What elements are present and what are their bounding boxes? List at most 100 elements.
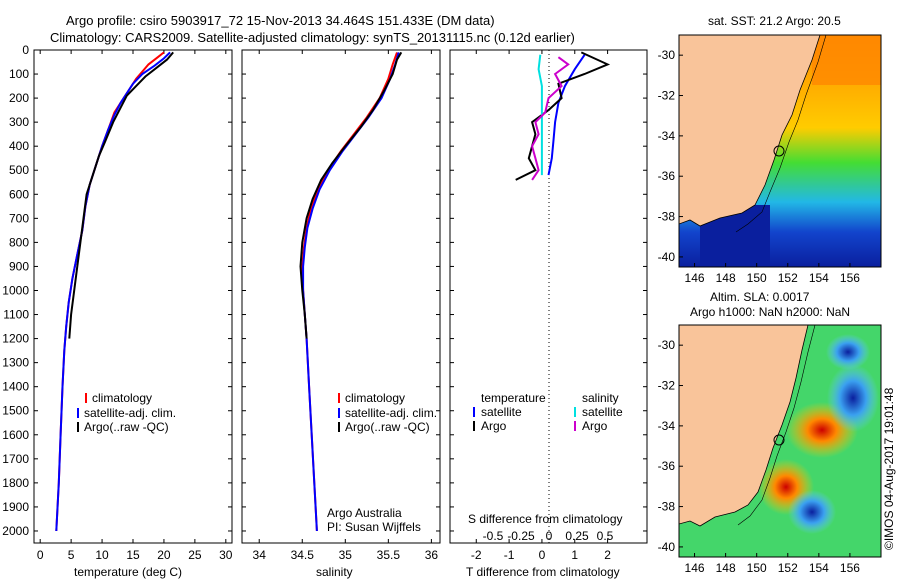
y-tick-label: 1800 xyxy=(2,476,29,490)
attribution-line-2: PI: Susan Wijffels xyxy=(327,520,421,534)
map-y-tick-label: -40 xyxy=(658,250,676,264)
y-tick-label: 1500 xyxy=(2,404,29,418)
salinity-depth-ticks xyxy=(242,49,440,532)
salinity-axes-frame xyxy=(241,49,441,544)
legend-sal-argo: Argo xyxy=(582,419,608,433)
sst-map-title: sat. SST: 21.2 Argo: 20.5 xyxy=(708,14,841,28)
map-x-tick-label: 156 xyxy=(840,271,860,285)
y-tick-label: 100 xyxy=(9,67,29,81)
x-tick-label: 0 xyxy=(539,548,546,562)
title-line-2: Climatology: CARS2009. Satellite-adjuste… xyxy=(50,30,575,45)
x-tick-label: 35.5 xyxy=(377,548,401,562)
s-tick-label: 0.5 xyxy=(597,529,614,543)
series-line-2 xyxy=(68,51,174,339)
y-tick-label: 1400 xyxy=(2,380,29,394)
legend-temp-argo: Argo xyxy=(481,419,507,433)
map-x-tick-label: 152 xyxy=(778,561,798,575)
map-y-tick-label: -34 xyxy=(658,129,676,143)
difference-x-axis: -2 -1 0 1 2 xyxy=(471,50,611,562)
legend-temperature-title: temperature xyxy=(481,391,546,405)
x-tick-label: -2 xyxy=(471,548,482,562)
sla-low-east xyxy=(827,364,879,432)
sla-argo-marker xyxy=(773,434,785,446)
x-tick-label: 1 xyxy=(571,548,578,562)
series-line-0 xyxy=(547,54,586,176)
difference-panel: -2 -1 0 1 2 temperature satellite Argo salin… xyxy=(449,49,648,579)
legend-argo: Argo(..raw -QC) xyxy=(84,420,169,434)
series-line-2 xyxy=(537,54,543,176)
temperature-legend: climatology satellite-adj. clim. Argo(..… xyxy=(77,391,176,434)
temperature-x-axis: 0 5 10 15 20 25 30 xyxy=(37,50,233,562)
y-tick-label: 600 xyxy=(9,187,29,201)
temperature-panel: 0100200300400500600700800900100011001200… xyxy=(2,43,233,579)
map-x-tick-label: 148 xyxy=(716,561,736,575)
difference-axes-frame xyxy=(449,49,648,544)
legend-satellite-adj: satellite-adj. clim. xyxy=(345,406,437,420)
map-y-tick-label: -36 xyxy=(658,169,676,183)
salinity-panel: 34 34.5 35 35.5 36 climatology satellite-adj… xyxy=(241,49,441,579)
s-difference-label: S difference from climatology xyxy=(468,512,623,526)
map-x-tick-label: 148 xyxy=(716,271,736,285)
sst-argo-marker xyxy=(773,145,785,157)
salinity-xlabel: salinity xyxy=(316,565,353,579)
legend-sal-satellite: satellite xyxy=(582,405,623,419)
map-x-tick-label: 150 xyxy=(747,561,767,575)
x-tick-label: 15 xyxy=(126,548,140,562)
sst-map-axes: 146 148 150 152 154 156 -30 -32 -34 -36 -38 -40 xyxy=(658,48,861,285)
salinity-legend: climatology satellite-adj. clim. Argo(..… xyxy=(338,391,437,434)
x-tick-label: 36 xyxy=(425,548,439,562)
x-tick-label: 25 xyxy=(188,548,202,562)
map-x-tick-label: 154 xyxy=(809,561,829,575)
map-x-tick-label: 156 xyxy=(840,561,860,575)
t-difference-label: T difference from climatology xyxy=(466,565,620,579)
x-tick-label: 34.5 xyxy=(291,548,315,562)
y-tick-label: 700 xyxy=(9,211,29,225)
map-y-tick-label: -32 xyxy=(658,379,676,393)
map-y-tick-label: -34 xyxy=(658,419,676,433)
map-x-tick-label: 152 xyxy=(778,271,798,285)
sla-map-subtitle: Argo h1000: NaN h2000: NaN xyxy=(690,305,850,319)
s-tick-label: -0.5 xyxy=(483,529,504,543)
map-y-tick-label: -38 xyxy=(658,500,676,514)
temperature-xlabel: temperature (deg C) xyxy=(74,565,182,579)
temperature-profiles xyxy=(55,51,174,532)
sst-map-panel: sat. SST: 21.2 Argo: 20.5 146 148 150 152 15… xyxy=(658,14,882,285)
legend-temp-satellite: satellite xyxy=(481,405,522,419)
y-tick-label: 500 xyxy=(9,163,29,177)
x-tick-label: 35 xyxy=(339,548,353,562)
y-tick-label: 1700 xyxy=(2,452,29,466)
map-x-tick-label: 150 xyxy=(747,271,767,285)
sst-shelf-contour xyxy=(735,35,827,233)
legend-satellite-adj: satellite-adj. clim. xyxy=(84,406,176,420)
series-line-3 xyxy=(531,56,570,181)
x-tick-label: -1 xyxy=(504,548,515,562)
s-difference-ticks: -0.5 -0.25 0 0.25 0.5 xyxy=(483,529,614,543)
sla-low-south xyxy=(788,490,836,534)
sla-land xyxy=(679,325,809,527)
sst-map-frame xyxy=(678,34,882,268)
x-tick-label: 20 xyxy=(157,548,171,562)
imos-watermark: ©IMOS 04-Aug-2017 19:01:48 xyxy=(882,387,896,550)
depth-axis: 0 100 200 300 400 500 600 700 800 900 1000 1100 1200… xyxy=(2,43,232,538)
legend-argo: Argo(..raw -QC) xyxy=(345,420,430,434)
legend-climatology: climatology xyxy=(92,391,152,405)
y-tick-label: 2000 xyxy=(2,524,29,538)
sla-map-panel: Altim. SLA: 0.0017 Argo h1000: NaN h2000… xyxy=(658,290,882,575)
series-line-1 xyxy=(302,52,400,532)
temperature-axes-frame xyxy=(33,49,233,544)
y-tick-label: 400 xyxy=(9,139,29,153)
y-tick-label: 1900 xyxy=(2,500,29,514)
sla-map-axes: 146 148 150 152 154 156 -30 -32 -34 -36 -38 -40 xyxy=(658,338,861,575)
salinity-profiles xyxy=(299,51,403,532)
s-tick-label: -0.25 xyxy=(507,529,535,543)
sla-map-image xyxy=(679,325,881,557)
sst-warm-patch xyxy=(812,35,881,85)
difference-depth-ticks xyxy=(450,49,647,532)
y-tick-label: 900 xyxy=(9,259,29,273)
y-tick-label: 0 xyxy=(22,43,29,57)
sst-map-image xyxy=(679,35,881,267)
attribution-line-1: Argo Australia xyxy=(327,506,402,520)
map-x-tick-label: 146 xyxy=(685,561,705,575)
y-tick-label: 1300 xyxy=(2,356,29,370)
